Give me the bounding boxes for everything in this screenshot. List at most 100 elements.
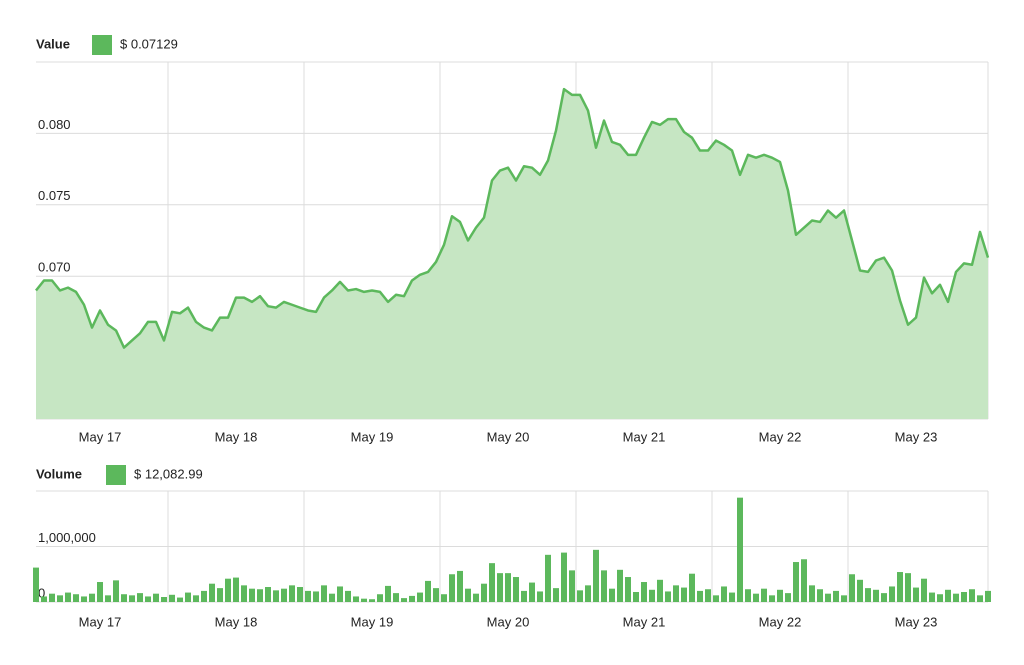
bar <box>81 596 87 602</box>
bar <box>57 595 63 602</box>
bar <box>801 559 807 602</box>
bar <box>817 589 823 602</box>
bar <box>953 593 959 602</box>
bar <box>809 585 815 602</box>
bar <box>289 585 295 602</box>
bar <box>345 590 351 602</box>
bar <box>945 589 951 602</box>
bar <box>417 592 423 602</box>
bar <box>473 593 479 602</box>
x-tick-label: May 18 <box>215 429 258 444</box>
bar <box>689 573 695 602</box>
bar <box>849 574 855 602</box>
bar <box>129 595 135 602</box>
bar <box>633 592 639 602</box>
bar <box>649 589 655 602</box>
bar <box>569 570 575 602</box>
y-tick-label: 0.080 <box>38 117 71 132</box>
bar <box>617 569 623 602</box>
bar <box>841 595 847 602</box>
bar <box>121 594 127 602</box>
y-tick-label: 0.075 <box>38 188 71 203</box>
bar <box>785 593 791 602</box>
bar <box>601 570 607 602</box>
legend-swatch <box>106 465 126 485</box>
bar <box>73 594 79 602</box>
bar <box>985 590 991 602</box>
x-tick-label: May 19 <box>351 614 394 629</box>
bar <box>641 582 647 602</box>
x-tick-label: May 23 <box>895 614 938 629</box>
bar <box>393 593 399 602</box>
bar <box>521 590 527 602</box>
bar <box>441 594 447 602</box>
legend-swatch <box>92 35 112 55</box>
bar <box>465 588 471 602</box>
bar <box>321 585 327 602</box>
bar <box>457 570 463 602</box>
bar <box>585 585 591 602</box>
bar <box>33 567 39 602</box>
bar <box>337 586 343 602</box>
x-tick-label: May 23 <box>895 429 938 444</box>
bar <box>497 573 503 602</box>
bar <box>249 588 255 602</box>
bar <box>313 591 319 602</box>
bar <box>897 572 903 602</box>
bar <box>137 593 143 602</box>
bar <box>681 587 687 602</box>
bar <box>825 593 831 602</box>
x-tick-label: May 21 <box>623 429 666 444</box>
x-tick-label: May 19 <box>351 429 394 444</box>
bar <box>401 598 407 602</box>
legend-label: Volume <box>36 466 82 481</box>
bar <box>161 597 167 602</box>
x-tick-label: May 17 <box>79 614 122 629</box>
bar <box>305 590 311 602</box>
bar <box>489 563 495 602</box>
bar <box>777 589 783 602</box>
bar <box>297 587 303 602</box>
bar <box>753 593 759 602</box>
bar <box>193 595 199 602</box>
bar <box>233 577 239 602</box>
bar <box>209 583 215 602</box>
bar <box>241 585 247 602</box>
bar <box>225 578 231 602</box>
bar <box>201 590 207 602</box>
y-tick-label: 0.070 <box>38 260 71 275</box>
bar <box>857 579 863 602</box>
line <box>35 87 990 349</box>
bar <box>257 589 263 602</box>
bar <box>889 586 895 602</box>
bar <box>865 588 871 602</box>
bar <box>265 587 271 602</box>
bar <box>545 554 551 602</box>
bar <box>385 585 391 602</box>
bar <box>49 593 55 602</box>
bar <box>913 587 919 602</box>
bar <box>329 593 335 602</box>
bar <box>737 497 743 602</box>
bar <box>745 589 751 602</box>
bar <box>793 562 799 602</box>
legend-label: Value <box>36 36 70 51</box>
bar <box>481 583 487 602</box>
bar <box>697 590 703 602</box>
bar <box>929 592 935 602</box>
bar <box>409 595 415 602</box>
bar <box>881 593 887 602</box>
y-tick-label: 1,000,000 <box>38 530 96 545</box>
bar <box>113 580 119 602</box>
bar <box>529 582 535 602</box>
bar <box>937 594 943 602</box>
bar <box>105 595 111 602</box>
y-tick-label: 0 <box>38 585 45 600</box>
bar <box>361 598 367 602</box>
bar <box>905 573 911 602</box>
bar <box>97 582 103 602</box>
bar <box>553 588 559 602</box>
bar <box>217 588 223 602</box>
bar <box>377 594 383 602</box>
